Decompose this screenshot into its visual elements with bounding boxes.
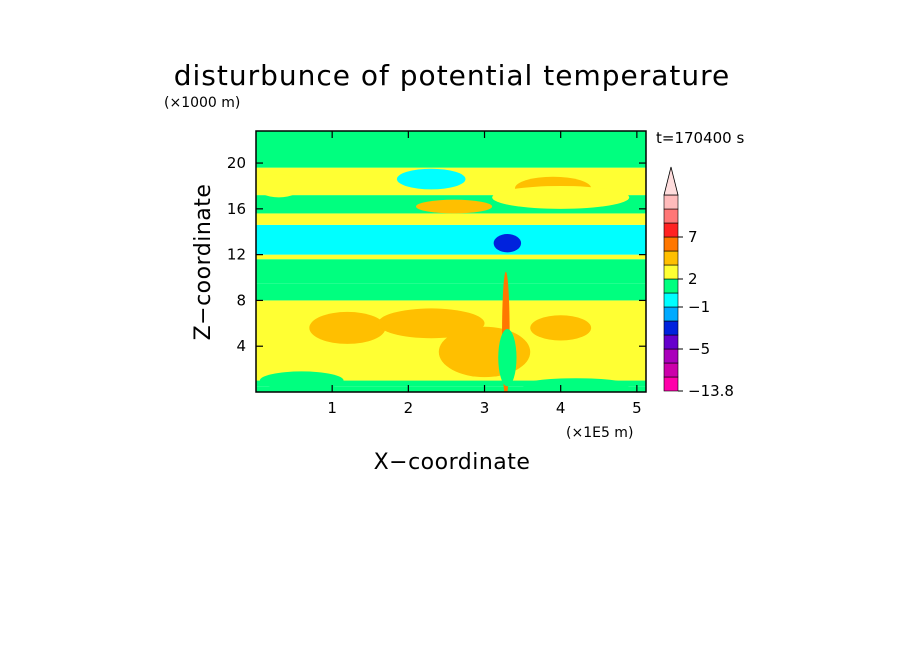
y-unit-label: (×1000 m) — [164, 95, 240, 111]
x-tick-label: 4 — [556, 399, 566, 417]
x-tick-label: 5 — [632, 399, 642, 417]
x-unit-label: (×1E5 m) — [566, 425, 633, 441]
field-patch-6 — [415, 199, 493, 214]
colorbar-cell-8 — [663, 264, 679, 280]
colorbar-label: 7 — [688, 228, 698, 246]
time-label: t=170400 s — [656, 129, 744, 147]
field-patch-11 — [438, 326, 531, 378]
field-patch-14 — [498, 329, 517, 387]
x-axis: 1 2 3 4 5 — [327, 131, 642, 417]
y-tick-label: 8 — [236, 291, 246, 309]
colorbar-cell-4 — [663, 320, 679, 336]
field-band-3 — [256, 283, 646, 301]
colorbar: −13.8 −5 −1 2 7 — [663, 166, 734, 400]
y-tick-label: 20 — [227, 154, 246, 172]
field-patch-4 — [492, 185, 630, 209]
colorbar-cell-2 — [663, 348, 679, 364]
field-patch-8 — [522, 378, 630, 392]
x-axis-label: X−coordinate — [374, 450, 531, 475]
field-patch-7 — [259, 371, 344, 390]
field-band-7 — [256, 213, 646, 225]
colorbar-cell-7 — [663, 278, 679, 294]
field-band-6 — [256, 224, 646, 255]
y-tick-label: 16 — [227, 200, 246, 218]
x-tick-label: 2 — [404, 399, 414, 417]
field-band-4 — [256, 259, 646, 284]
colorbar-cell-10 — [663, 236, 679, 252]
field-band-10 — [256, 131, 646, 168]
field-band-1 — [256, 380, 646, 387]
colorbar-label: −1 — [688, 298, 710, 316]
field-patch-12 — [530, 315, 592, 341]
field-patch-1 — [396, 168, 466, 190]
y-tick-label: 12 — [227, 246, 246, 264]
colorbar-cell-5 — [663, 306, 679, 322]
y-axis: 4 8 12 16 20 — [227, 154, 646, 355]
y-tick-label: 4 — [236, 337, 246, 355]
x-tick-label: 1 — [327, 399, 337, 417]
colorbar-cell-3 — [663, 334, 679, 350]
colorbar-label: −5 — [688, 340, 710, 358]
field-patch-5 — [256, 174, 302, 198]
field-band-5 — [256, 254, 646, 260]
colorbar-cell-12 — [663, 208, 679, 224]
colorbar-cell-9 — [663, 250, 679, 266]
chart-title: disturbunce of potential temperature — [174, 59, 731, 92]
colorbar-cell-13 — [663, 194, 679, 210]
colorbar-label: −13.8 — [688, 382, 734, 400]
field-patch-10 — [377, 308, 485, 339]
colorbar-label: 2 — [688, 270, 698, 288]
field-patch-2 — [493, 234, 522, 253]
x-tick-label: 3 — [480, 399, 490, 417]
colorbar-overflow-arrow — [663, 166, 679, 196]
colorbar-cell-1 — [663, 362, 679, 378]
colorbar-cell-11 — [663, 222, 679, 238]
colorbar-cell-6 — [663, 292, 679, 308]
plot-field — [256, 131, 646, 392]
colorbar-cell-0 — [663, 376, 679, 392]
y-axis-label: Z−coordinate — [191, 184, 216, 341]
field-patch-9 — [309, 311, 386, 344]
field-band-0 — [256, 386, 646, 392]
plot-frame — [255, 130, 647, 393]
